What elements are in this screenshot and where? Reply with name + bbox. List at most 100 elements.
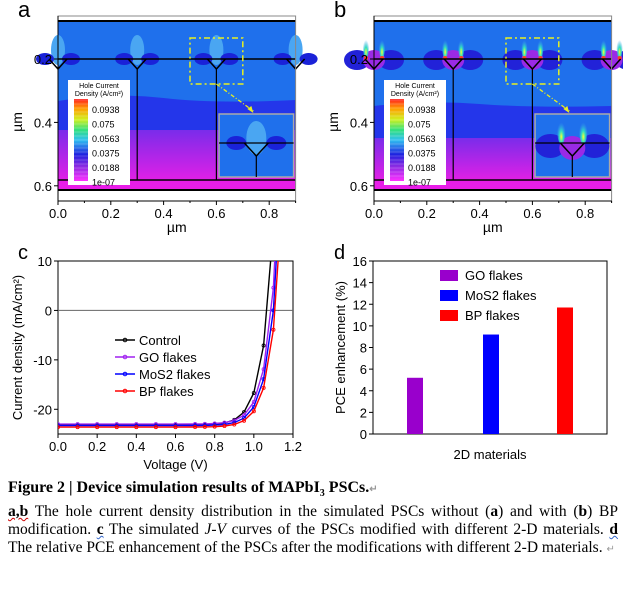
paragraph-mark-icon: ↵: [369, 484, 378, 495]
colorbar-label: 1e-07: [408, 178, 431, 188]
y-tick-label: -20: [33, 402, 52, 417]
y-tick-label: 14: [353, 276, 367, 291]
caption-text: ) BP modification.: [8, 503, 618, 539]
y-tick-label: 10: [353, 319, 367, 334]
colorbar-label: 0.0375: [408, 149, 436, 159]
inset-blob: [535, 134, 566, 158]
caption-text: The simulated: [103, 521, 205, 539]
jv-point: [202, 424, 207, 429]
x-axis-label: 2D materials: [454, 447, 527, 462]
caption-title-suffix: PSCs.: [324, 479, 370, 496]
x-tick-label: 0.4: [127, 439, 145, 454]
legend-swatch: [440, 270, 458, 281]
y-tick-label: 4: [360, 384, 367, 399]
inset-plume: [246, 121, 267, 155]
legend-marker: [122, 354, 128, 360]
x-tick-label: 0.0: [49, 439, 67, 454]
jv-point: [271, 327, 276, 332]
jv-point: [242, 418, 247, 423]
caption-text: The relative PCE enhancement of the PSCs…: [8, 539, 603, 557]
caption-label-d: d: [609, 521, 618, 539]
legend-label: BP flakes: [465, 308, 520, 323]
zoom-arrow: [532, 83, 570, 112]
legend-marker: [122, 337, 128, 343]
y-tick-label: 0.6: [350, 179, 368, 194]
jv-point: [75, 425, 80, 430]
caption-title-subscript: 3: [319, 488, 325, 500]
colorbar-title: Density (A/cm²): [75, 91, 123, 98]
jv-point: [114, 425, 119, 430]
bar-1: [483, 334, 499, 434]
x-tick-label: 1.2: [284, 439, 302, 454]
y-tick-label: 2: [360, 405, 367, 420]
jv-point: [212, 424, 217, 429]
inset-hotspot: [557, 120, 566, 144]
figure-caption: Figure 2 | Device simulation results of …: [8, 479, 618, 559]
current-hotspot: [379, 38, 385, 58]
jv-point: [58, 425, 60, 430]
x-tick-label: 0.0: [49, 206, 67, 221]
caption-label-ab: a,b: [8, 503, 29, 521]
y-tick-label: 12: [353, 297, 367, 312]
x-tick-label: 0.4: [471, 206, 489, 221]
x-tick-label: 0.8: [576, 206, 594, 221]
caption-label-c: c: [96, 521, 104, 539]
current-blob: [36, 53, 54, 65]
current-blob: [502, 50, 529, 70]
legend-label: BP flakes: [139, 384, 194, 399]
paragraph-mark-icon: ↵: [606, 544, 615, 556]
x-tick-label: 0.2: [88, 439, 106, 454]
current-hotspot: [363, 38, 369, 58]
colorbar-label: 0.0188: [92, 163, 120, 173]
colorbar-label: 0.0563: [92, 134, 120, 144]
colorbar-label: 0.075: [408, 120, 431, 130]
panel-letter-b: b: [334, 0, 346, 22]
legend-label: GO flakes: [139, 350, 197, 365]
jv-point: [222, 424, 227, 429]
caption-body: a,b The hole current density distributio…: [8, 503, 618, 559]
jv-point: [261, 385, 266, 390]
zoom-arrow-head: [247, 106, 254, 113]
current-hotspot: [458, 38, 465, 58]
y-axis-label: PCE enhancement (%): [333, 281, 348, 414]
legend-marker: [122, 371, 128, 377]
current-blob: [581, 50, 608, 70]
y-axis-label: µm: [325, 112, 341, 132]
current-blob: [299, 53, 318, 65]
current-blob-center: [521, 50, 544, 70]
jv-point: [272, 226, 275, 229]
x-axis-label: µm: [483, 219, 503, 235]
current-hotspot: [521, 38, 528, 58]
x-tick-label: 1.0: [245, 439, 263, 454]
colorbar-gradient: [390, 99, 404, 181]
x-tick-label: 0.6: [523, 206, 541, 221]
current-blob: [457, 50, 484, 70]
caption-title: Figure 2 | Device simulation results of …: [8, 479, 618, 503]
y-tick-label: 10: [38, 254, 52, 269]
current-hotspot: [616, 38, 623, 58]
zoom-region-box: [505, 37, 560, 85]
jv-point: [232, 422, 237, 427]
y-axis-label: µm: [9, 112, 25, 132]
panel-d: d 0 2 4 6 8 10 12 14 16 GO flakes MoS2 flakes BP fla…: [333, 242, 608, 462]
colorbar-title: Hole Current: [395, 83, 435, 90]
caption-ref-a: a: [490, 503, 499, 521]
bottom-layer-region: [58, 180, 296, 190]
legend-label: MoS2 flakes: [139, 367, 211, 382]
current-plume: [209, 35, 224, 65]
bottom-layer-region: [374, 180, 612, 190]
current-blob: [423, 50, 450, 70]
colorbar-title: Density (A/cm²): [391, 91, 439, 98]
jv-point: [251, 409, 256, 414]
colorbar-label: 0.0375: [92, 149, 120, 159]
zoom-arrow-head: [563, 106, 570, 113]
panel-letter-c: c: [18, 242, 28, 264]
zoom-arrow: [216, 83, 254, 112]
x-axis-label: µm: [167, 219, 187, 235]
jv-point: [173, 425, 178, 430]
y-axis-label: Current density (mA/cm²): [10, 275, 25, 420]
x-axis-label: Voltage (V): [143, 457, 207, 472]
caption-text: ) and with (: [498, 503, 579, 521]
